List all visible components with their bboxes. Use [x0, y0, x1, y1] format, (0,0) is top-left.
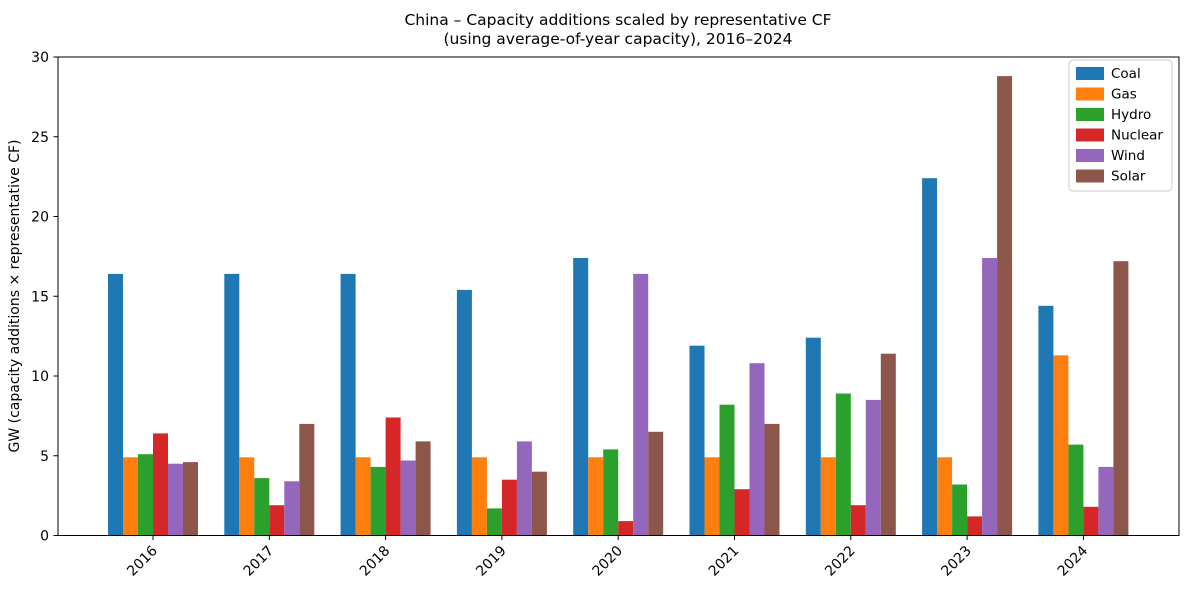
bar-hydro-2023	[952, 484, 968, 536]
bar-solar-2019	[531, 471, 547, 536]
bar-nuclear-2019	[501, 479, 517, 536]
legend-swatch-nuclear	[1076, 128, 1104, 142]
bar-wind-2022	[865, 399, 881, 536]
legend-label-nuclear: Nuclear	[1111, 128, 1163, 144]
bar-nuclear-2022	[850, 505, 866, 536]
bar-gas-2017	[239, 457, 255, 536]
bar-wind-2019	[516, 441, 532, 536]
x-tick-label-2023: 2023	[938, 543, 975, 580]
y-tick-label: 5	[40, 449, 49, 465]
bar-hydro-2022	[835, 393, 851, 536]
legend: Coal Gas Hydro Nuclear Wind Solar	[1068, 59, 1173, 192]
bar-wind-2018	[400, 460, 416, 536]
x-tick-label-2020: 2020	[590, 543, 627, 580]
bar-hydro-2021	[719, 404, 735, 536]
bar-gas-2019	[471, 457, 487, 536]
bar-gas-2021	[704, 457, 720, 536]
bar-nuclear-2020	[618, 521, 634, 536]
chart-title-line2: (using average-of-year capacity), 2016–2…	[443, 30, 792, 48]
bar-nuclear-2023	[967, 516, 983, 536]
bar-gas-2016	[123, 457, 138, 536]
bar-nuclear-2018	[385, 417, 401, 536]
bar-nuclear-2017	[269, 505, 285, 536]
y-axis-label: GW (capacity additions × representative …	[7, 139, 23, 452]
bar-solar-2020	[648, 431, 664, 536]
legend-swatch-hydro	[1076, 108, 1104, 121]
x-tick-label-2024: 2024	[1055, 543, 1092, 580]
legend-label-solar: Solar	[1111, 169, 1146, 185]
bar-hydro-2019	[486, 508, 502, 536]
bar-wind-2020	[633, 273, 649, 536]
legend-swatch-solar	[1076, 169, 1104, 183]
bar-coal-2023	[922, 178, 938, 536]
legend-label-gas: Gas	[1111, 87, 1137, 103]
bar-hydro-2024	[1068, 444, 1084, 536]
bar-gas-2018	[355, 457, 371, 536]
bar-coal-2021	[689, 345, 705, 536]
legend-label-hydro: Hydro	[1111, 107, 1151, 123]
bar-nuclear-2024	[1083, 506, 1099, 536]
x-tick-label-2022: 2022	[822, 543, 859, 580]
bar-coal-2024	[1038, 305, 1054, 536]
y-tick-label: 30	[31, 50, 49, 66]
bar-solar-2024	[1113, 261, 1129, 536]
legend-swatch-gas	[1076, 87, 1104, 101]
y-tick-label: 10	[31, 369, 49, 385]
bar-solar-2023	[997, 76, 1013, 536]
bar-hydro-2016	[138, 454, 153, 536]
x-tick-label-2017: 2017	[241, 543, 278, 580]
bar-wind-2023	[982, 258, 998, 536]
bar-hydro-2017	[254, 478, 270, 536]
legend-label-coal: Coal	[1111, 66, 1141, 82]
legend-label-wind: Wind	[1111, 148, 1145, 164]
bar-wind-2024	[1098, 466, 1114, 536]
bar-gas-2020	[588, 457, 604, 536]
bar-coal-2018	[340, 273, 356, 536]
y-tick-label: 0	[40, 529, 49, 545]
bar-coal-2019	[456, 289, 472, 536]
bar-solar-2022	[880, 353, 896, 536]
bar-wind-2016	[168, 463, 183, 536]
x-tick-label-2018: 2018	[357, 543, 394, 580]
bar-coal-2016	[108, 273, 123, 536]
bar-solar-2017	[299, 423, 315, 536]
x-tick-label-2019: 2019	[473, 543, 510, 580]
bar-gas-2024	[1053, 355, 1069, 536]
bar-hydro-2018	[370, 466, 386, 536]
y-tick-label: 20	[31, 210, 49, 226]
x-tick-label-2021: 2021	[706, 543, 743, 580]
bar-nuclear-2016	[153, 433, 168, 536]
x-tick-label-2016: 2016	[124, 543, 161, 580]
bar-solar-2021	[764, 423, 780, 536]
y-tick-label: 25	[31, 130, 49, 146]
bar-solar-2016	[183, 462, 198, 536]
bar-solar-2018	[415, 441, 431, 536]
bar-wind-2017	[284, 481, 300, 536]
bars-layer	[108, 76, 1129, 536]
legend-swatch-coal	[1076, 67, 1104, 80]
chart-title-line1: China – Capacity additions scaled by rep…	[404, 11, 831, 29]
bar-coal-2017	[224, 273, 240, 536]
y-tick-label: 15	[31, 289, 49, 305]
bar-gas-2022	[820, 457, 836, 536]
bar-coal-2020	[573, 258, 589, 536]
bar-gas-2023	[937, 457, 953, 536]
bar-wind-2021	[749, 363, 765, 536]
bar-hydro-2020	[603, 449, 619, 536]
legend-swatch-wind	[1076, 149, 1104, 162]
bar-coal-2022	[805, 337, 821, 536]
bar-nuclear-2021	[734, 489, 750, 536]
